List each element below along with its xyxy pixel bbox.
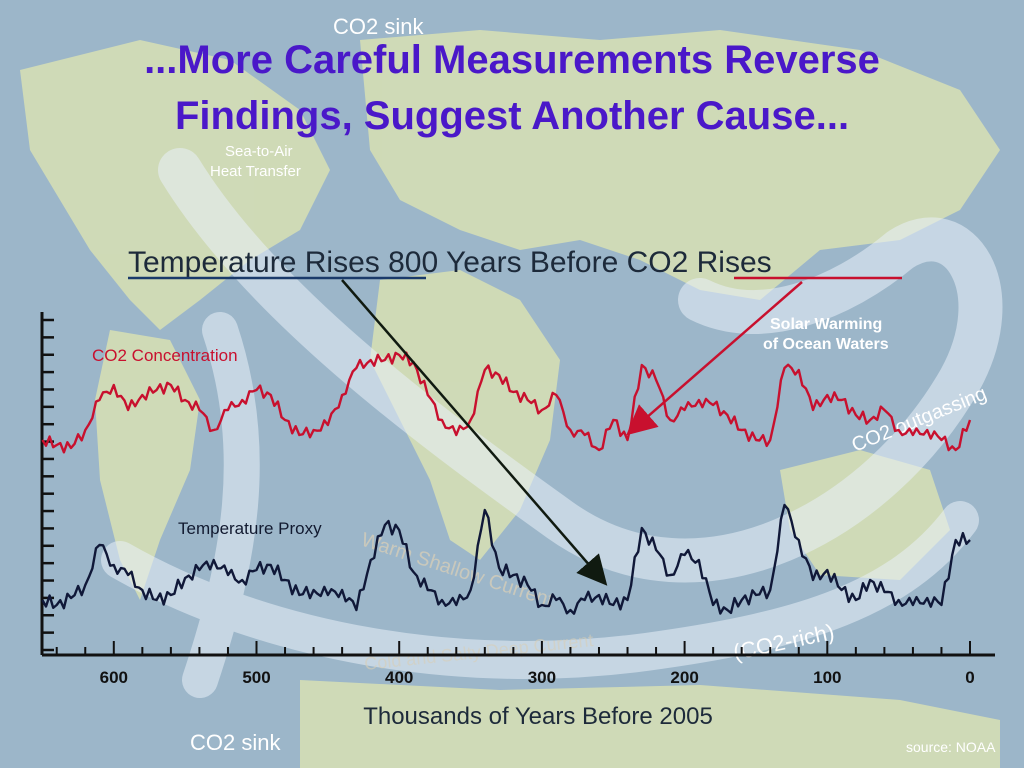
slide-title-line-1: ...More Careful Measurements Reverse xyxy=(144,38,880,82)
co2-sink-bottom-label: CO2 sink xyxy=(190,730,281,755)
heat-transfer-label: Heat Transfer xyxy=(210,163,301,180)
chart-axes xyxy=(40,312,995,657)
x-axis-label: Thousands of Years Before 2005 xyxy=(363,703,713,730)
series-label-co2: CO2 Concentration xyxy=(92,346,238,365)
annotation-solar-warming-line2: of Ocean Waters xyxy=(763,336,889,353)
x-tick-label: 300 xyxy=(528,668,556,687)
x-tick-label: 0 xyxy=(965,668,974,687)
arrow-co2-rise xyxy=(626,281,803,436)
series-line-temperature xyxy=(41,503,971,615)
x-tick-label: 200 xyxy=(670,668,698,687)
x-tick-labels: 600 500 400 300 200 100 0 xyxy=(100,668,975,687)
x-tick-label: 100 xyxy=(813,668,841,687)
chart-title: Temperature Rises 800 Years Before CO2 R… xyxy=(128,246,772,279)
series-line-co2 xyxy=(41,351,972,454)
chart-title-part-middle: 800 Years Before xyxy=(380,246,627,279)
chart-title-part-co2: CO2 Rises xyxy=(627,246,772,279)
source-label: source: NOAA xyxy=(906,739,996,755)
x-tick-label: 600 xyxy=(100,668,128,687)
slide-title-line-2: Findings, Suggest Another Cause... xyxy=(174,94,850,138)
sea-to-air-label: Sea-to-Air xyxy=(225,143,293,160)
x-tick-label: 400 xyxy=(385,668,413,687)
co2-sink-top-label: CO2 sink xyxy=(333,14,424,39)
arrow-temperature-rise xyxy=(341,279,608,586)
chart-title-part-temperature: Temperature Rises xyxy=(128,246,380,279)
annotation-solar-warming-line1: Solar Warming xyxy=(770,316,882,333)
x-tick-label: 500 xyxy=(242,668,270,687)
series-label-temperature: Temperature Proxy xyxy=(178,519,322,538)
